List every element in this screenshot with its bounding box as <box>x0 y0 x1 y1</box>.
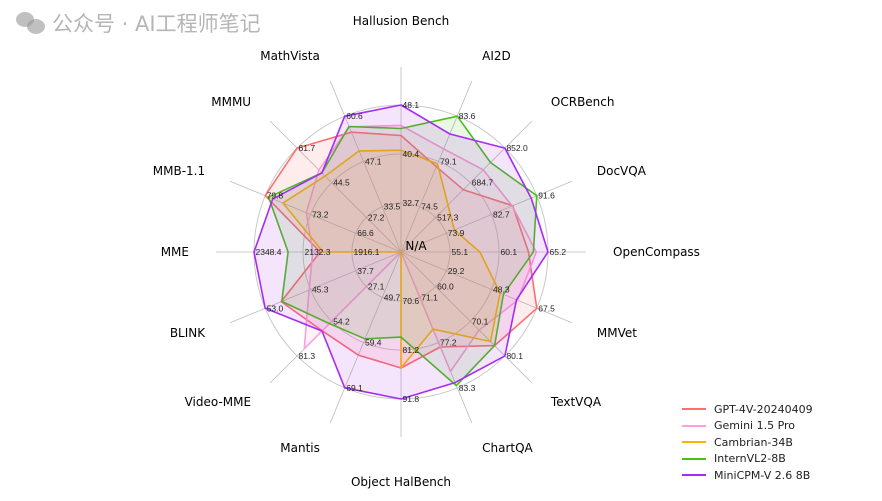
axis-label-chartqa: ChartQA <box>482 441 533 455</box>
axis-line <box>269 120 402 253</box>
tick-label: 47.1 <box>365 156 382 166</box>
tick-label: 29.2 <box>448 266 465 276</box>
tick-label: 60.6 <box>346 111 363 121</box>
tick-label: 32.7 <box>403 198 420 208</box>
tick-label: 48.3 <box>493 285 510 295</box>
tick-label: 2132.3 <box>305 247 331 257</box>
tick-label: 2348.4 <box>256 247 282 257</box>
axis-line <box>400 251 573 324</box>
tick-label: 71.1 <box>421 292 438 302</box>
legend-swatch <box>682 474 706 477</box>
axis-label-ai2d: AI2D <box>482 49 511 63</box>
legend-item: Gemini 1.5 Pro <box>682 418 813 435</box>
tick-label: 81.2 <box>403 345 420 355</box>
tick-label: 60.0 <box>437 282 454 292</box>
axis-line <box>400 251 533 384</box>
tick-label: 44.5 <box>333 178 350 188</box>
axis-label-ocrbench: OCRBench <box>551 95 615 109</box>
tick-label: 73.9 <box>448 228 465 238</box>
tick-label: 91.8 <box>403 394 420 404</box>
axis-line <box>229 180 402 253</box>
legend-label: GPT-4V-20240409 <box>714 402 813 416</box>
tick-label: 53.0 <box>267 303 284 313</box>
legend-label: Cambrian-34B <box>714 435 793 449</box>
tick-label: 77.2 <box>440 338 457 348</box>
axis-label-hallusion-bench: Hallusion Bench <box>353 14 449 28</box>
axis-label-object-halbench: Object HalBench <box>351 475 451 489</box>
legend-swatch <box>682 441 706 444</box>
tick-label: 48.1 <box>403 100 420 110</box>
series-internvl2-8b <box>267 115 538 387</box>
legend-label: InternVL2-8B <box>714 452 786 466</box>
tick-label: 69.1 <box>346 383 363 393</box>
axis-label-mmb-1-1: MMB-1.1 <box>153 164 205 178</box>
tick-label: 45.3 <box>312 285 329 295</box>
tick-label: 852.0 <box>506 143 528 153</box>
axis-line <box>329 251 402 424</box>
axis-label-mmvet: MMVet <box>597 326 637 340</box>
tick-label: 79.8 <box>267 191 284 201</box>
tick-label: 59.4 <box>365 338 382 348</box>
watermark: 公众号 · AI工程师笔记 <box>16 8 261 38</box>
legend-swatch <box>682 424 706 427</box>
tick-label: 54.2 <box>333 316 350 326</box>
legend-item: InternVL2-8B <box>682 451 813 468</box>
tick-label: 33.5 <box>384 202 401 212</box>
legend-item: Cambrian-34B <box>682 434 813 451</box>
tick-label: 83.6 <box>459 111 476 121</box>
tick-label: 67.5 <box>538 303 555 313</box>
axis-line <box>329 80 402 253</box>
axis-label-video-mme: Video-MME <box>185 395 251 409</box>
series-minicpm-v-2-6-8b <box>253 104 549 400</box>
legend-swatch <box>682 457 706 460</box>
tick-label: 66.6 <box>357 228 374 238</box>
legend-item: GPT-4V-20240409 <box>682 401 813 418</box>
center-label: N/A <box>405 239 427 253</box>
tick-label: 70.1 <box>472 316 489 326</box>
legend-label: MiniCPM-V 2.6 8B <box>714 468 811 482</box>
axis-label-mathvista: MathVista <box>260 49 320 63</box>
tick-label: 61.7 <box>299 143 316 153</box>
tick-label: 79.1 <box>440 156 457 166</box>
tick-label: 83.3 <box>459 383 476 393</box>
tick-label: 49.7 <box>384 292 401 302</box>
tick-label: 55.1 <box>452 247 469 257</box>
axis-line <box>400 180 573 253</box>
tick-label: 80.1 <box>506 351 523 361</box>
tick-label: 65.2 <box>550 247 567 257</box>
legend: GPT-4V-20240409 Gemini 1.5 Pro Cambrian-34… <box>682 401 813 484</box>
legend-label: Gemini 1.5 Pro <box>714 419 796 433</box>
tick-label: 684.7 <box>472 178 494 188</box>
tick-label: 37.7 <box>357 266 374 276</box>
tick-label: 1916.1 <box>354 247 380 257</box>
axis-label-mantis: Mantis <box>280 441 320 455</box>
tick-label: 74.5 <box>421 202 438 212</box>
axis-line <box>229 251 402 324</box>
tick-label: 27.1 <box>368 282 385 292</box>
tick-label: 40.4 <box>403 149 420 159</box>
axis-label-blink: BLINK <box>170 326 206 340</box>
tick-label: 60.1 <box>501 247 518 257</box>
axis-label-opencompass: OpenCompass <box>613 245 700 259</box>
tick-label: 91.6 <box>538 191 555 201</box>
tick-label: 73.2 <box>312 209 329 219</box>
legend-item: MiniCPM-V 2.6 8B <box>682 467 813 484</box>
series-gemini-1-5-pro <box>303 124 538 373</box>
series-cambrian-34b <box>282 149 501 369</box>
legend-swatch <box>682 408 706 411</box>
wechat-icon <box>16 12 46 34</box>
axis-label-textvqa: TextVQA <box>550 395 602 409</box>
axis-label-docvqa: DocVQA <box>597 164 647 178</box>
tick-label: 70.6 <box>403 296 420 306</box>
axis-label-mme: MME <box>161 245 189 259</box>
tick-label: 81.3 <box>299 351 316 361</box>
watermark-text: 公众号 · AI工程师笔记 <box>52 12 261 36</box>
tick-label: 517.3 <box>437 212 459 222</box>
tick-label: 27.2 <box>368 212 385 222</box>
axis-label-mmmu: MMMU <box>211 95 251 109</box>
tick-label: 82.7 <box>493 209 510 219</box>
axis-line <box>400 120 533 253</box>
